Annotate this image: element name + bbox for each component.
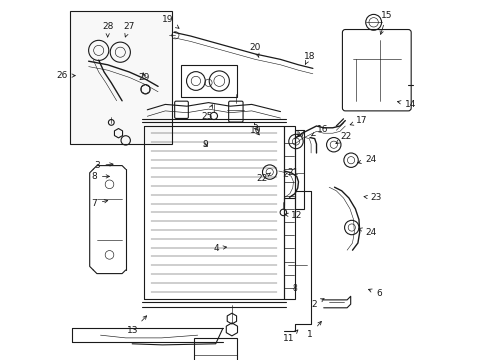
Text: 20: 20	[249, 43, 261, 58]
Text: 10: 10	[249, 126, 261, 135]
Text: 28: 28	[102, 22, 113, 37]
Bar	[181, 65, 237, 97]
Bar	[284, 126, 294, 299]
Text: 6: 6	[368, 289, 381, 298]
Text: 24: 24	[357, 154, 376, 163]
Bar	[194, 338, 237, 360]
Text: 11: 11	[283, 330, 297, 343]
Text: 17: 17	[294, 130, 305, 139]
Text: 26: 26	[57, 71, 75, 80]
Text: 22: 22	[335, 132, 351, 144]
Text: 5: 5	[252, 122, 258, 131]
Text: 19: 19	[162, 15, 179, 28]
Bar	[294, 130, 303, 209]
Text: 17: 17	[349, 116, 367, 125]
Text: 3: 3	[95, 161, 113, 170]
Text: 22: 22	[256, 173, 270, 183]
Text: 29: 29	[138, 73, 149, 82]
Bar	[70, 11, 172, 144]
Text: 8: 8	[91, 172, 109, 181]
Text: 8: 8	[292, 284, 297, 293]
Text: 1: 1	[306, 321, 321, 339]
Text: 4: 4	[213, 244, 226, 253]
Text: 9: 9	[202, 140, 207, 149]
Text: 2: 2	[310, 299, 324, 309]
Text: 27: 27	[123, 22, 135, 37]
Text: 7: 7	[91, 199, 107, 208]
Text: 16: 16	[311, 125, 327, 136]
Text: 12: 12	[285, 211, 302, 220]
Text: 21: 21	[284, 168, 299, 177]
Text: 14: 14	[397, 100, 415, 109]
Text: 23: 23	[363, 194, 381, 202]
Text: 13: 13	[127, 316, 146, 335]
Text: 15: 15	[379, 11, 392, 34]
Text: 25: 25	[201, 105, 212, 121]
Text: 24: 24	[358, 228, 376, 237]
Text: 18: 18	[303, 52, 314, 64]
